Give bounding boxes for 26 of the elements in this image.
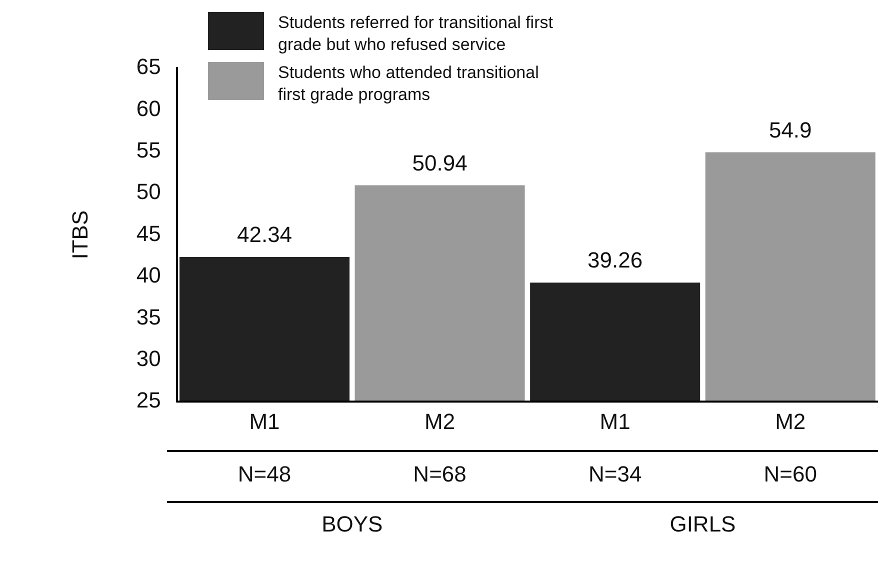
y-tick-label: 55 [136,137,161,162]
text: N=60 [764,462,817,487]
legend-label: Students referred for transitional first grade but who refused service [278,12,554,56]
x-tick-label: M1 [600,408,630,434]
x-tick-label: M2 [424,408,456,434]
data-label: 54.9 [768,117,812,142]
x-tick-label: M1 [249,408,280,434]
text: N=68 [413,462,466,487]
y-axis-title: ITBS [67,210,92,260]
text: N=48 [238,462,292,487]
y-tick-label: 60 [136,96,161,121]
data-label: 39.26 [588,248,643,273]
text: GIRLS [670,512,736,537]
text: BOYS [322,512,383,537]
y-tick-label: 30 [136,346,161,371]
text: N=34 [588,462,642,487]
legend-label: Students who attended transitional first grade programs [278,62,540,106]
y-tick-label: 45 [136,220,161,246]
y-tick-label: 50 [136,179,161,204]
y-tick-label: 40 [136,262,161,288]
data-label: 42.34 [236,222,292,248]
y-tick-label: 35 [136,304,161,330]
y-tick-label: 25 [136,388,161,413]
x-tick-label: M2 [775,408,806,434]
y-tick-label: 65 [136,54,161,80]
data-label: 50.94 [412,150,468,176]
